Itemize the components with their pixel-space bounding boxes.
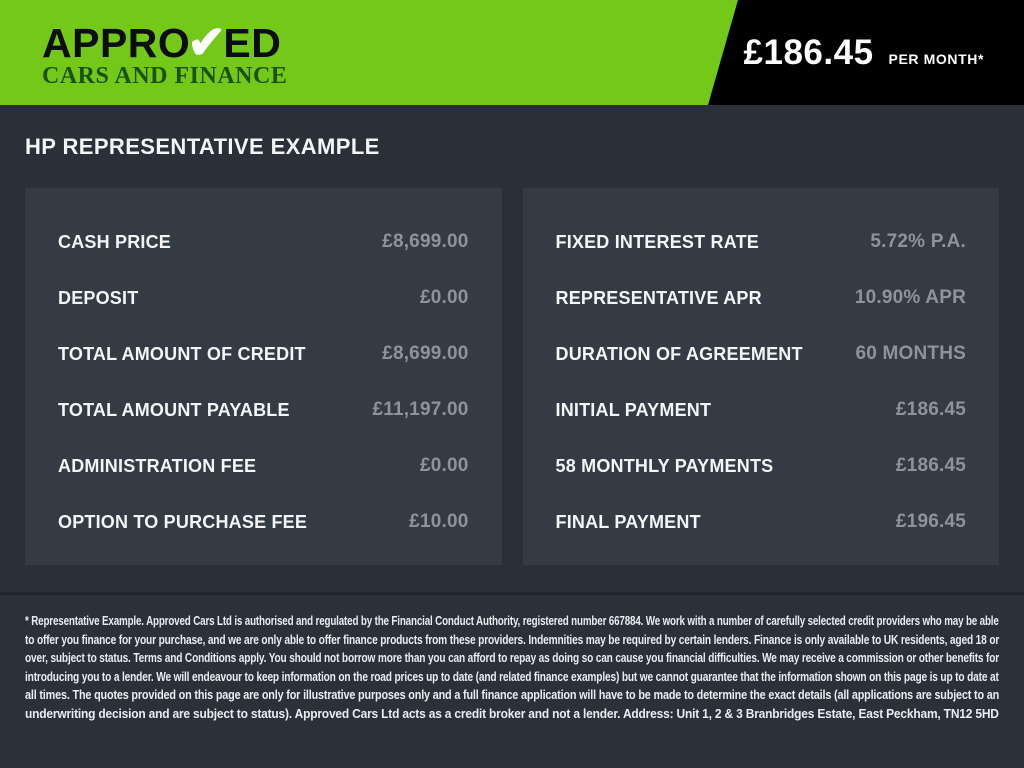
- row-label: CASH PRICE: [58, 231, 172, 252]
- finance-row-monthly-payments: 58 MONTHLY PAYMENTS £186.45: [556, 438, 967, 494]
- finance-row-deposit: DEPOSIT £0.00: [58, 270, 469, 326]
- finance-row-cash-price: CASH PRICE £8,699.00: [58, 214, 469, 270]
- row-value: £0.00: [419, 455, 469, 476]
- logo-subtitle: CARS AND FINANCE: [42, 63, 288, 89]
- row-label: TOTAL AMOUNT OF CREDIT: [58, 343, 306, 364]
- row-value: £186.45: [895, 455, 966, 476]
- row-value: £196.45: [895, 511, 966, 532]
- finance-row-total-payable: TOTAL AMOUNT PAYABLE £11,197.00: [58, 382, 469, 438]
- monthly-price-amount: £186.45: [743, 33, 874, 72]
- disclaimer-line: over, subject to status. Terms and Condi…: [25, 651, 1000, 665]
- finance-panels: CASH PRICE £8,699.00 DEPOSIT £0.00 TOTAL…: [25, 188, 999, 565]
- row-value: 10.90% APR: [854, 287, 966, 308]
- row-value: 60 MONTHS: [855, 343, 966, 364]
- logo-title-pre: APPRO: [42, 20, 191, 66]
- finance-row-admin-fee: ADMINISTRATION FEE £0.00: [58, 438, 469, 494]
- row-label: DURATION OF AGREEMENT: [555, 343, 803, 364]
- header: APPRO✔ED CARS AND FINANCE £186.45 PER MO…: [0, 0, 1024, 105]
- disclaimer-line: all times. The quotes provided on this p…: [25, 688, 1000, 702]
- finance-row-final-payment: FINAL PAYMENT £196.45: [556, 494, 967, 550]
- finance-row-total-credit: TOTAL AMOUNT OF CREDIT £8,699.00: [58, 326, 469, 382]
- finance-panel-left: CASH PRICE £8,699.00 DEPOSIT £0.00 TOTAL…: [25, 188, 502, 565]
- check-icon: ✔: [187, 16, 227, 68]
- monthly-price-flag: £186.45 PER MONTH*: [708, 0, 1024, 105]
- disclaimer-line: * Representative Example. Approved Cars …: [25, 614, 999, 628]
- finance-row-interest-rate: FIXED INTEREST RATE 5.72% P.A.: [556, 214, 967, 270]
- row-label: FINAL PAYMENT: [555, 511, 701, 532]
- row-value: 5.72% P.A.: [870, 231, 966, 252]
- row-value: £0.00: [419, 287, 469, 308]
- disclaimer-line: underwriting decision and are subject to…: [25, 706, 999, 721]
- page-title: HP REPRESENTATIVE EXAMPLE: [25, 134, 380, 159]
- disclaimer-line: to offer you finance for your purchase, …: [25, 632, 1000, 647]
- row-label: ADMINISTRATION FEE: [58, 455, 257, 476]
- finance-row-duration: DURATION OF AGREEMENT 60 MONTHS: [556, 326, 967, 382]
- row-label: REPRESENTATIVE APR: [555, 287, 762, 308]
- brand-logo: APPRO✔ED CARS AND FINANCE: [42, 16, 288, 89]
- row-value: £11,197.00: [372, 399, 469, 420]
- disclaimer-line: introducing you to a lender. We will end…: [25, 669, 999, 684]
- row-value: £8,699.00: [382, 343, 469, 364]
- row-label: FIXED INTEREST RATE: [555, 231, 759, 252]
- row-label: INITIAL PAYMENT: [555, 399, 712, 420]
- row-label: TOTAL AMOUNT PAYABLE: [58, 399, 290, 420]
- finance-row-initial-payment: INITIAL PAYMENT £186.45: [556, 382, 967, 438]
- finance-panel-right: FIXED INTEREST RATE 5.72% P.A. REPRESENT…: [522, 188, 999, 565]
- row-value: £8,699.00: [382, 231, 469, 252]
- row-value: £10.00: [409, 511, 469, 532]
- row-label: DEPOSIT: [58, 287, 139, 308]
- monthly-price-period: PER MONTH*: [888, 51, 984, 67]
- finance-row-option-fee: OPTION TO PURCHASE FEE £10.00: [58, 494, 469, 550]
- main-content: HP REPRESENTATIVE EXAMPLE CASH PRICE £8,…: [0, 105, 1024, 592]
- finance-row-apr: REPRESENTATIVE APR 10.90% APR: [556, 270, 967, 326]
- row-label: OPTION TO PURCHASE FEE: [58, 511, 308, 532]
- row-value: £186.45: [895, 399, 966, 420]
- disclaimer: * Representative Example. Approved Cars …: [0, 592, 1024, 768]
- row-label: 58 MONTHLY PAYMENTS: [555, 455, 774, 476]
- logo-title-post: ED: [223, 20, 282, 66]
- logo-title: APPRO✔ED: [42, 16, 287, 68]
